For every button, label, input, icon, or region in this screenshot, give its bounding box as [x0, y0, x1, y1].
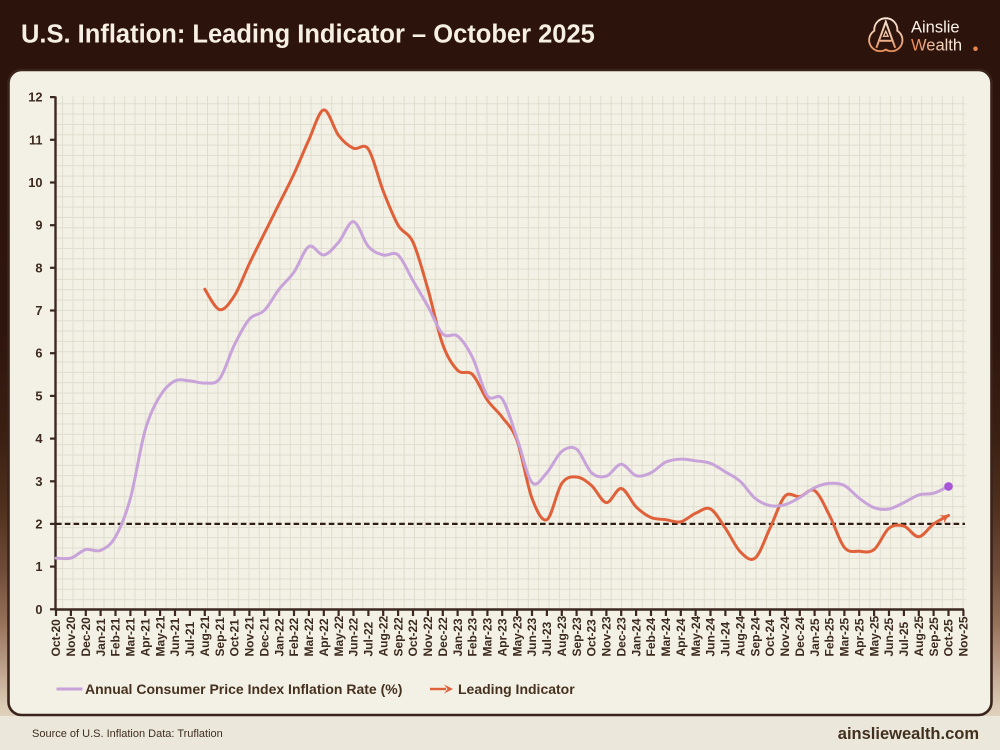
svg-text:Sep-23: Sep-23: [570, 617, 584, 657]
svg-text:Aug-23: Aug-23: [555, 616, 569, 657]
svg-text:May-22: May-22: [332, 615, 346, 656]
svg-text:Aug-22: Aug-22: [376, 616, 390, 657]
svg-text:May-23: May-23: [510, 615, 524, 656]
svg-text:Aug-25: Aug-25: [912, 616, 926, 657]
svg-text:8: 8: [35, 260, 42, 275]
svg-text:Jun-25: Jun-25: [882, 617, 896, 656]
svg-text:U.S. Inflation: Leading Indica: U.S. Inflation: Leading Indicator – Octo…: [21, 21, 595, 49]
svg-text:5: 5: [35, 388, 42, 403]
svg-text:10: 10: [28, 175, 42, 190]
svg-text:6: 6: [35, 346, 42, 361]
svg-text:Apr-25: Apr-25: [852, 618, 866, 656]
svg-text:Nov-22: Nov-22: [421, 616, 435, 656]
svg-text:4: 4: [35, 431, 43, 446]
svg-text:Jan-24: Jan-24: [629, 618, 643, 656]
svg-text:Nov-23: Nov-23: [600, 616, 614, 656]
svg-text:Dec-24: Dec-24: [793, 617, 807, 657]
svg-text:Oct-20: Oct-20: [49, 619, 63, 657]
svg-text:May-21: May-21: [153, 615, 167, 656]
svg-text:Oct-24: Oct-24: [763, 619, 777, 657]
svg-text:Dec-20: Dec-20: [79, 617, 93, 657]
svg-text:ainsliewealth.com: ainsliewealth.com: [838, 725, 979, 743]
svg-text:Nov-21: Nov-21: [243, 616, 257, 656]
svg-text:Apr-23: Apr-23: [495, 618, 509, 656]
svg-text:Mar-22: Mar-22: [302, 617, 316, 656]
svg-text:Jun-22: Jun-22: [347, 617, 361, 656]
svg-text:9: 9: [35, 218, 42, 233]
svg-text:Feb-24: Feb-24: [644, 617, 658, 656]
svg-text:Feb-23: Feb-23: [466, 617, 480, 656]
svg-text:Jun-24: Jun-24: [704, 617, 718, 656]
svg-text:Sep-21: Sep-21: [213, 617, 227, 657]
svg-text:Dec-23: Dec-23: [614, 617, 628, 657]
svg-text:0: 0: [35, 602, 42, 617]
svg-text:Ainslie: Ainslie: [911, 19, 960, 37]
svg-text:Sep-24: Sep-24: [748, 617, 762, 657]
svg-text:Annual Consumer Price Index In: Annual Consumer Price Index Inflation Ra…: [85, 681, 402, 697]
svg-text:1: 1: [35, 559, 42, 574]
svg-text:7: 7: [35, 303, 42, 318]
svg-text:Mar-25: Mar-25: [838, 617, 852, 656]
svg-text:Jan-21: Jan-21: [94, 618, 108, 656]
svg-text:Wealth: Wealth: [911, 37, 962, 55]
svg-text:Mar-24: Mar-24: [659, 617, 673, 656]
svg-text:Apr-22: Apr-22: [317, 618, 331, 656]
svg-text:Oct-25: Oct-25: [942, 619, 956, 657]
svg-text:Apr-24: Apr-24: [674, 618, 688, 656]
svg-text:Sep-22: Sep-22: [391, 617, 405, 657]
svg-text:Jul-23: Jul-23: [540, 621, 554, 656]
svg-text:May-24: May-24: [689, 615, 703, 656]
svg-text:Feb-22: Feb-22: [287, 617, 301, 656]
svg-text:Jul-21: Jul-21: [183, 621, 197, 656]
svg-text:Mar-23: Mar-23: [481, 617, 495, 656]
svg-text:12: 12: [28, 90, 42, 105]
svg-text:Mar-21: Mar-21: [124, 617, 138, 656]
svg-text:Aug-24: Aug-24: [733, 616, 747, 657]
svg-text:Jul-25: Jul-25: [897, 621, 911, 656]
svg-text:Feb-21: Feb-21: [109, 617, 123, 656]
svg-text:Aug-21: Aug-21: [198, 616, 212, 657]
svg-text:Feb-25: Feb-25: [823, 617, 837, 656]
svg-text:Nov-25: Nov-25: [957, 616, 971, 656]
svg-text:May-25: May-25: [867, 615, 881, 656]
svg-text:Jan-25: Jan-25: [808, 618, 822, 656]
svg-text:Oct-21: Oct-21: [228, 619, 242, 657]
svg-text:Jan-22: Jan-22: [272, 618, 286, 656]
svg-text:Leading Indicator: Leading Indicator: [458, 681, 575, 697]
svg-text:Apr-21: Apr-21: [138, 618, 152, 656]
svg-text:Jul-22: Jul-22: [362, 621, 376, 656]
svg-text:Nov-20: Nov-20: [64, 616, 78, 656]
svg-text:Nov-24: Nov-24: [778, 616, 792, 656]
svg-text:Jul-24: Jul-24: [719, 621, 733, 656]
svg-text:Jun-21: Jun-21: [168, 617, 182, 656]
svg-text:11: 11: [29, 132, 43, 147]
svg-text:Sep-25: Sep-25: [927, 617, 941, 657]
svg-text:Dec-21: Dec-21: [257, 617, 271, 657]
svg-text:2: 2: [35, 516, 42, 531]
svg-text:Oct-22: Oct-22: [406, 619, 420, 657]
svg-text:Source of U.S. Inflation Data:: Source of U.S. Inflation Data: Truflatio…: [32, 728, 223, 740]
svg-text:Oct-23: Oct-23: [585, 619, 599, 657]
svg-text:Dec-22: Dec-22: [436, 617, 450, 657]
svg-text:Jun-23: Jun-23: [525, 617, 539, 656]
svg-text:Jan-23: Jan-23: [451, 618, 465, 656]
svg-text:3: 3: [35, 474, 42, 489]
